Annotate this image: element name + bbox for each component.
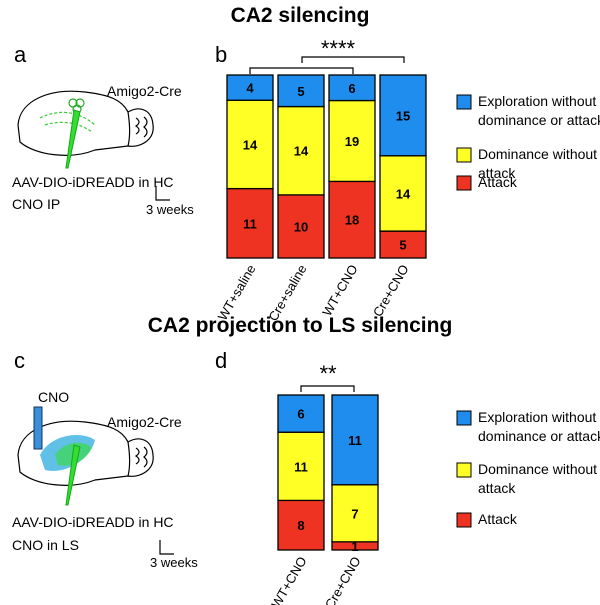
significance: **: [319, 361, 337, 386]
bar-segment: [226, 187, 274, 259]
injection-pipette: [65, 109, 81, 169]
injection-pipette: [65, 444, 81, 506]
bracket: [300, 385, 355, 392]
bracket: [249, 67, 354, 74]
panel-label: b: [215, 42, 227, 67]
x-tick-label: WT+CNO: [319, 262, 360, 319]
bar-segment: [226, 99, 274, 190]
data-label: 8: [297, 518, 304, 533]
data-label: 11: [243, 216, 257, 231]
schematic-label: CNO: [38, 389, 69, 405]
schematic-label: AAV-DIO-iDREADD in HC: [12, 514, 174, 530]
section-title: CA2 silencing: [231, 4, 370, 27]
schematic-label: 3 weeks: [146, 202, 194, 217]
data-label: 11: [294, 459, 308, 474]
bar-segment: [277, 105, 325, 196]
legend-label: Exploration without dominance or attack: [478, 93, 600, 128]
legend-swatch: [456, 512, 472, 528]
bar-segment: [328, 99, 376, 183]
legend-label: Dominance without attack: [478, 146, 598, 181]
panel-label: a: [14, 42, 27, 67]
x-tick-label: WT+CNO: [268, 554, 309, 605]
bar-segment: [331, 394, 379, 486]
panel-label: c: [14, 348, 25, 373]
x-tick-label: Cre+CNO: [322, 554, 364, 605]
legend-swatch: [456, 175, 472, 191]
data-label: 6: [348, 81, 355, 96]
data-label: 4: [246, 81, 254, 96]
section-title: CA2 projection to LS silencing: [148, 314, 453, 337]
bar-segment: [277, 74, 325, 108]
legend-label: Attack: [478, 174, 517, 190]
data-label: 11: [348, 433, 362, 448]
bar-segment: [379, 155, 427, 232]
data-label: 7: [351, 506, 358, 521]
bar-segment: [328, 74, 376, 102]
data-label: 15: [396, 108, 410, 123]
legend-label: Exploration without dominance or attack: [478, 409, 600, 444]
data-label: 14: [294, 144, 309, 159]
legend-swatch: [456, 94, 472, 110]
data-label: 18: [345, 213, 359, 228]
schematic-label: AAV-DIO-iDREADD in HC: [12, 174, 174, 190]
cannula: [33, 406, 43, 450]
bar-segment: [226, 74, 274, 101]
bar-segment: [331, 484, 379, 543]
panel-label: d: [215, 348, 227, 373]
legend-label: Dominance without attack: [478, 461, 598, 496]
data-label: 6: [297, 407, 304, 422]
brain-schematic: [17, 420, 174, 555]
data-label: 14: [396, 186, 411, 201]
legend-swatch: [456, 147, 472, 163]
data-label: 1: [351, 539, 358, 554]
schematic-label: Amigo2-Cre: [107, 414, 182, 430]
schematic-label: CNO in LS: [12, 537, 79, 553]
bar-segment: [277, 431, 325, 502]
data-label: 14: [243, 137, 258, 152]
x-tick-label: Cre+CNO: [370, 262, 412, 319]
bar-segment: [277, 394, 325, 433]
data-label: 10: [294, 219, 308, 234]
schematic-label: Amigo2-Cre: [107, 83, 182, 99]
legend-label: Attack: [478, 511, 517, 527]
schematic-label: 3 weeks: [150, 555, 198, 570]
schematic-label: CNO IP: [12, 196, 60, 212]
data-label: 5: [297, 84, 304, 99]
legend-swatch: [456, 410, 472, 426]
bar-segment: [277, 499, 325, 551]
bar-segment: [379, 74, 427, 157]
bar-segment: [277, 194, 325, 259]
bracket: [301, 56, 405, 63]
bar-segment: [379, 230, 427, 259]
bar-segment: [328, 180, 376, 259]
legend-swatch: [456, 462, 472, 478]
data-label: 19: [345, 134, 359, 149]
data-label: 5: [399, 238, 406, 253]
